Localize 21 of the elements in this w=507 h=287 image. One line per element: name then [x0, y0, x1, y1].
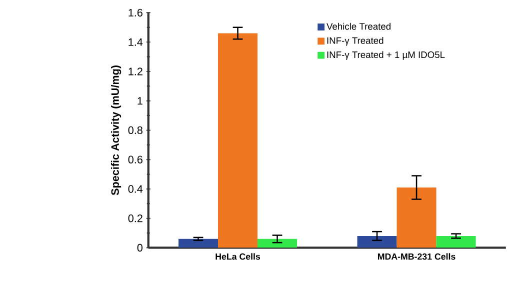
- bar: [436, 236, 476, 248]
- bar: [357, 236, 397, 248]
- y-tick-label: 1.6: [128, 8, 142, 16]
- bar: [178, 238, 218, 248]
- bar: [218, 33, 258, 248]
- y-tick-label: 0.2: [128, 214, 142, 222]
- y-tick-label: 1.2: [128, 67, 142, 76]
- y-tick-label: 0.6: [128, 156, 142, 164]
- x-tick-label: MDA-MB-231 Cells: [378, 252, 456, 260]
- bar: [258, 238, 298, 248]
- y-tick-label: 0.8: [128, 126, 142, 134]
- bar: [396, 187, 436, 248]
- y-tick-label: 0: [137, 244, 142, 252]
- y-tick-label: 1: [138, 96, 142, 104]
- y-tick-label: 1.4: [128, 38, 143, 46]
- y-tick-label: 0.4: [128, 184, 143, 193]
- y-axis-title: Specific Activity (mU/mg): [110, 65, 122, 195]
- legend-label: INF-γ Treated + 1 µM IDO5L: [327, 50, 445, 60]
- x-tick-label: HeLa Cells: [216, 252, 260, 260]
- legend-label: Vehicle Treated: [326, 22, 390, 30]
- legend-label: INF-γ Treated: [327, 36, 384, 46]
